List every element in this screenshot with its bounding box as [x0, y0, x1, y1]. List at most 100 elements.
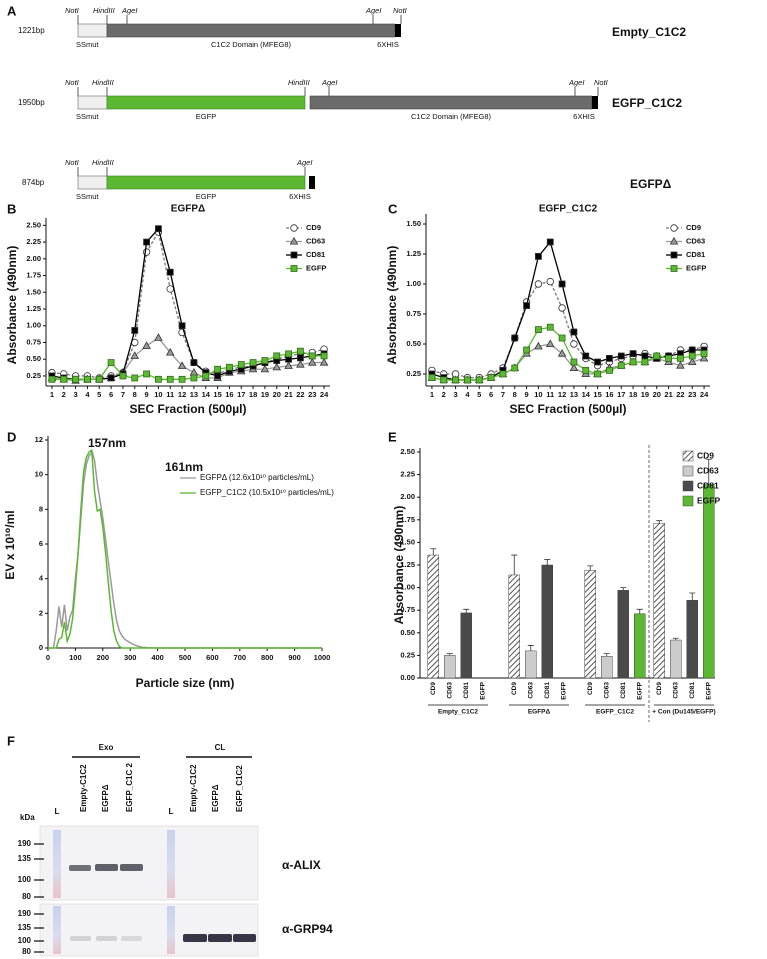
- series-line: [51, 227, 325, 380]
- point: [487, 374, 495, 382]
- bar-label: CD81: [620, 682, 627, 699]
- antibody-label: α-GRP94: [282, 922, 333, 936]
- point: [237, 361, 245, 368]
- x-tick-label: 15: [213, 390, 221, 399]
- bar-label: CD63: [527, 682, 534, 699]
- segment-label: EGFP: [196, 112, 216, 121]
- x-tick-label: 18: [249, 390, 257, 399]
- point: [190, 359, 198, 366]
- y-axis-label: Absorbance (490nm): [385, 246, 399, 365]
- point: [273, 352, 281, 360]
- site-label: AgeI: [321, 78, 337, 87]
- error-bar: [446, 653, 453, 656]
- band: [96, 936, 117, 941]
- legend-swatch: [682, 480, 694, 492]
- point: [570, 328, 578, 336]
- point: [641, 352, 649, 360]
- x-tick-label: 4: [85, 390, 90, 399]
- legend-marker: [670, 251, 678, 259]
- y-tick-label: 2.00: [400, 492, 415, 501]
- x-tick-label: 1: [50, 390, 54, 399]
- series-line: [51, 350, 325, 380]
- band: [183, 934, 207, 942]
- x-tick-label: 3: [73, 390, 77, 399]
- point: [119, 372, 127, 380]
- point: [440, 376, 448, 384]
- y-tick-label: 1.50: [406, 219, 421, 228]
- point: [499, 370, 507, 378]
- x-tick-label: 17: [237, 390, 245, 399]
- ladder: [167, 906, 175, 954]
- y-tick-label: 0.25: [400, 650, 415, 659]
- series-line: [431, 240, 705, 381]
- site-label: HindIII: [92, 78, 114, 87]
- point: [178, 322, 186, 330]
- legend-swatch: [682, 495, 694, 507]
- point: [320, 352, 328, 360]
- point: [142, 341, 151, 349]
- point: [190, 374, 198, 382]
- y-tick-label: 1.25: [406, 249, 421, 258]
- point: [202, 372, 210, 380]
- x-tick-label: 9: [144, 390, 148, 399]
- point: [48, 375, 56, 383]
- x-tick-label: 11: [546, 390, 554, 399]
- y-tick-label: 0.25: [406, 369, 421, 378]
- x-tick-label: 22: [296, 390, 304, 399]
- bar: [427, 554, 439, 679]
- point: [155, 375, 162, 383]
- error-bar: [620, 587, 627, 591]
- y-tick-label: 0.25: [26, 371, 41, 380]
- site-label: AgeI: [568, 78, 584, 87]
- bar-label: CD81: [689, 682, 696, 699]
- marker-label: 135: [18, 923, 32, 932]
- point: [143, 370, 150, 378]
- x-tick-label: 20: [653, 390, 661, 399]
- point: [131, 327, 139, 334]
- band: [208, 934, 232, 942]
- antibody-label: α-ALIX: [282, 858, 321, 872]
- point: [214, 365, 221, 373]
- point: [154, 333, 163, 341]
- panel-label: E: [388, 429, 397, 444]
- point: [546, 238, 554, 246]
- site-label: NotI: [594, 78, 608, 87]
- x-tick-label: 13: [570, 390, 578, 399]
- bar: [584, 570, 596, 679]
- point: [475, 376, 483, 384]
- point: [688, 352, 696, 360]
- point: [535, 252, 542, 260]
- point: [617, 352, 625, 360]
- segment: [77, 175, 108, 190]
- y-tick-label: 1.25: [26, 304, 41, 313]
- point: [107, 359, 115, 366]
- x-tick-label: 1000: [314, 653, 331, 662]
- x-tick-label: 24: [700, 390, 709, 399]
- construct-diagram: A 1221bp NotI HindIII AgeI AgeI NotI SSm…: [7, 3, 686, 201]
- y-tick-label: 8: [39, 504, 43, 513]
- lane-label: EGFP_C1C 2: [125, 763, 134, 812]
- legend-label: CD9: [306, 223, 321, 232]
- point: [687, 357, 697, 365]
- bar-label: CD63: [603, 682, 610, 699]
- construct-name: EGFP_C1C2: [612, 96, 682, 110]
- ladder: [167, 830, 175, 898]
- y-tick-label: 0.75: [26, 337, 41, 346]
- x-tick-label: 14: [202, 390, 211, 399]
- point: [535, 326, 542, 334]
- point: [699, 353, 709, 362]
- point: [452, 376, 459, 384]
- point: [249, 359, 257, 366]
- panel-label: F: [7, 733, 15, 748]
- bar: [703, 484, 715, 679]
- construct-size: 874bp: [22, 178, 45, 187]
- legend-label: EGFP: [697, 495, 720, 505]
- x-tick-label: 700: [234, 653, 247, 662]
- point: [319, 357, 329, 366]
- x-tick-label: 800: [261, 653, 274, 662]
- lane-label: L: [55, 807, 60, 816]
- x-tick-label: 600: [206, 653, 219, 662]
- lane-label: L: [169, 807, 174, 816]
- y-tick-label: 0.75: [406, 309, 421, 318]
